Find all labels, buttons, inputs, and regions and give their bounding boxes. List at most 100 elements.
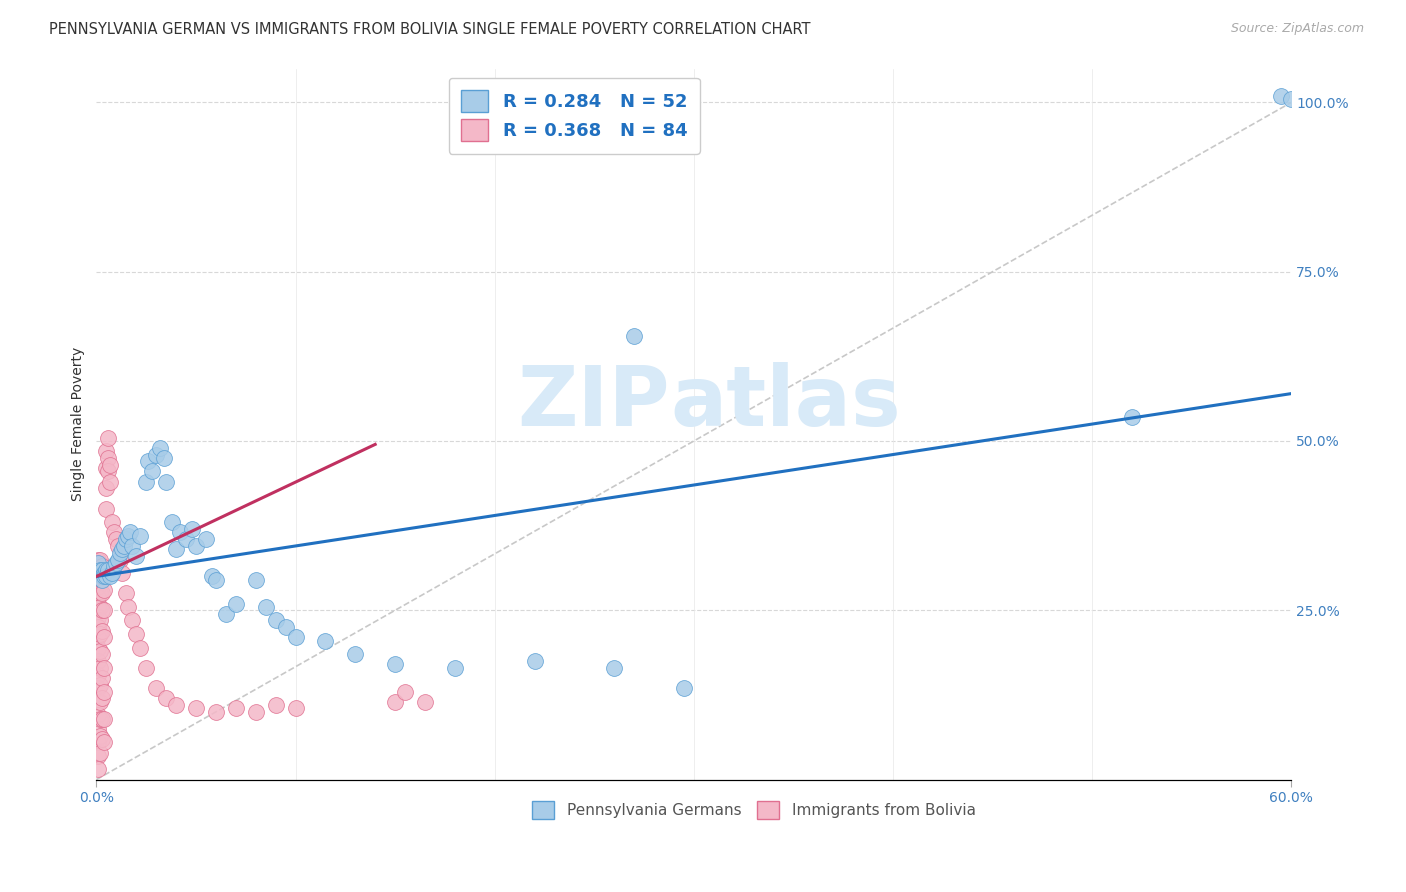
Point [87,667,110,681]
Point [96,444,118,458]
Point [101,566,124,580]
Point [87,580,110,594]
Point [105,532,128,546]
Point [93,603,115,617]
Point [87,552,110,566]
Point [623,329,645,343]
Point [107,539,129,553]
Text: Source: ZipAtlas.com: Source: ZipAtlas.com [1230,22,1364,36]
Point [201,569,224,583]
Point [181,522,204,536]
Point [112,539,135,553]
Point [89,712,111,726]
Point [103,559,125,574]
Point [174,532,197,546]
Point [87,631,110,645]
Point [91,573,114,587]
Point [87,763,110,777]
Point [91,671,114,685]
Point [98,569,121,583]
Point [91,563,114,577]
Point [672,681,695,696]
Point [149,441,172,455]
Point [93,661,115,675]
Point [91,573,114,587]
Point [169,525,191,540]
Point [89,627,111,641]
Point [89,573,111,587]
Text: atlas: atlas [669,362,901,443]
Point [87,563,110,577]
Point [129,640,152,655]
Point [165,542,187,557]
Point [96,501,118,516]
Point [145,448,167,462]
Point [93,582,115,597]
Point [184,539,207,553]
Point [91,559,114,574]
Point [87,556,110,570]
Point [284,631,307,645]
Point [91,648,114,662]
Point [93,631,115,645]
Point [194,532,217,546]
Point [117,599,139,614]
Point [264,698,287,712]
Point [384,695,406,709]
Point [245,705,267,719]
Point [215,607,238,621]
Point [115,532,138,546]
Point [89,678,111,692]
Point [97,431,120,445]
Point [603,661,626,675]
Point [89,695,111,709]
Point [87,599,110,614]
Point [101,515,124,529]
Point [129,529,152,543]
Point [93,566,115,580]
Point [89,563,111,577]
Point [120,525,142,540]
Text: PENNSYLVANIA GERMAN VS IMMIGRANTS FROM BOLIVIA SINGLE FEMALE POVERTY CORRELATION: PENNSYLVANIA GERMAN VS IMMIGRANTS FROM B… [49,22,811,37]
Point [96,569,118,583]
Point [125,627,148,641]
Point [87,681,110,696]
Point [96,461,118,475]
Point [89,746,111,760]
Point [97,465,120,479]
Point [314,633,336,648]
Point [91,586,114,600]
Point [254,599,277,614]
Point [91,712,114,726]
Point [87,556,110,570]
Point [205,573,228,587]
Text: ZIP: ZIP [517,362,669,443]
Point [121,539,143,553]
Point [89,614,111,628]
Point [110,546,132,560]
Point [89,586,111,600]
Point [87,748,110,763]
Point [394,684,416,698]
Point [135,661,157,675]
Point [93,566,115,580]
Y-axis label: Single Female Poverty: Single Female Poverty [72,347,86,501]
Point [97,450,120,465]
Point [89,729,111,743]
Point [115,586,138,600]
Point [87,708,110,723]
Point [96,482,118,496]
Point [205,705,228,719]
Point [111,542,134,557]
Point [117,529,139,543]
Point [121,614,143,628]
Point [87,735,110,749]
Point [160,515,183,529]
Point [89,661,111,675]
Point [93,569,115,583]
Point [145,681,167,696]
Point [184,701,207,715]
Point [89,563,111,577]
Point [136,454,159,468]
Point [87,569,110,583]
